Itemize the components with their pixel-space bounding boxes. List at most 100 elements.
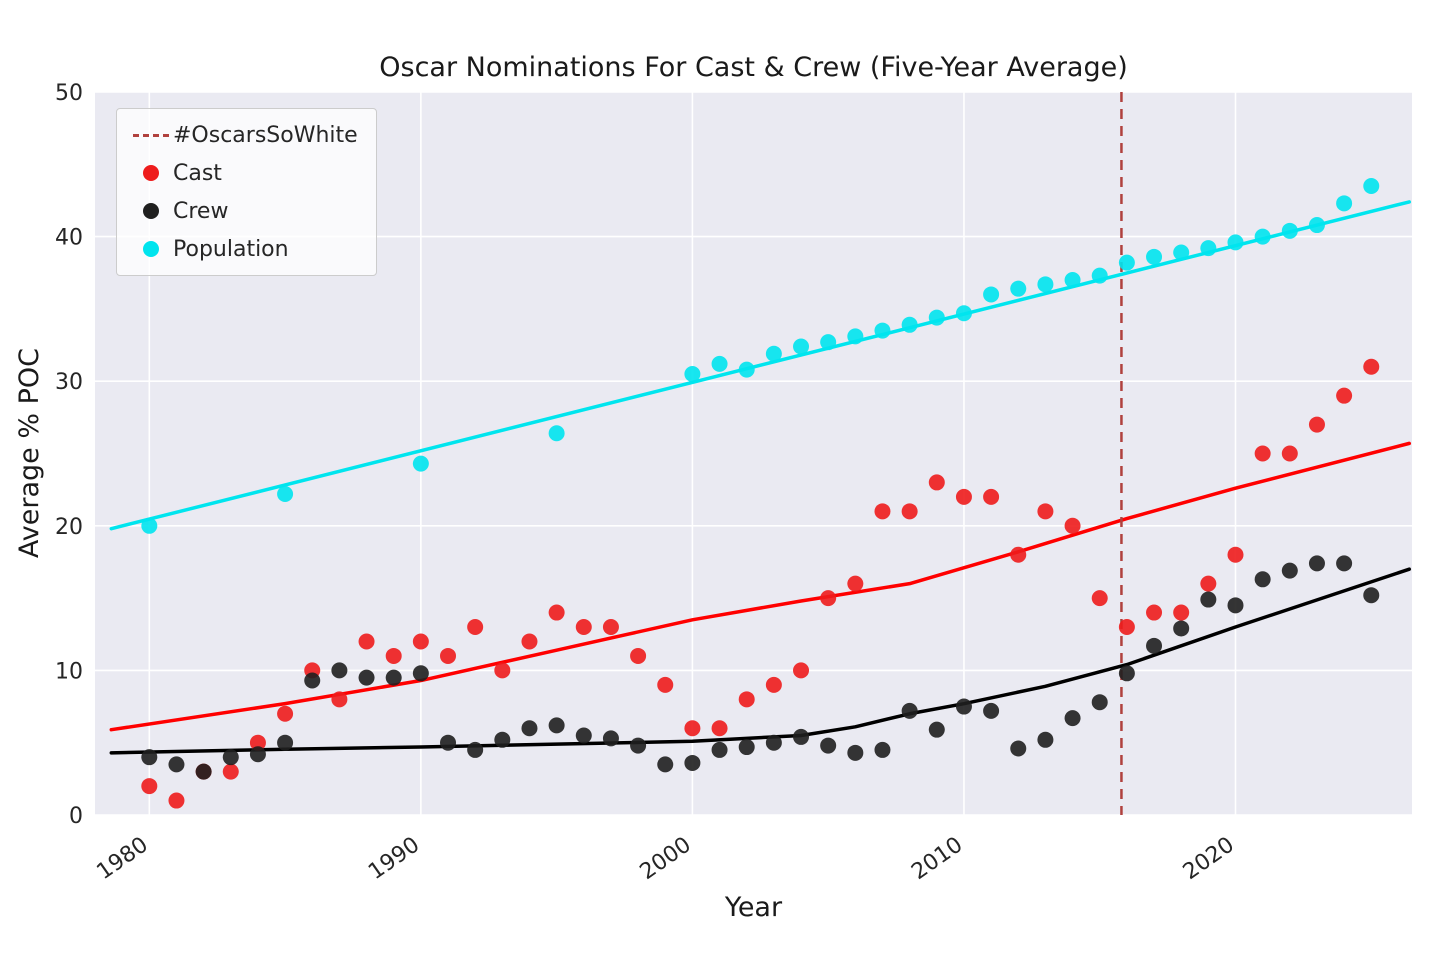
crew-point: [602, 730, 619, 747]
x-tick-label: 1980: [93, 832, 153, 885]
cast-point: [793, 662, 810, 679]
crew-points: [141, 555, 1380, 780]
crew-point: [385, 669, 402, 686]
cast-point: [1146, 604, 1163, 621]
cast-trend-line: [109, 441, 1412, 732]
crew-point: [928, 721, 945, 738]
legend-item-crew: Crew: [129, 195, 358, 227]
cast-point: [1363, 358, 1380, 375]
population-points: [141, 177, 1380, 534]
crew-point: [467, 741, 484, 758]
population-point: [684, 365, 701, 382]
crew-point: [304, 672, 321, 689]
population-point: [1010, 280, 1027, 297]
crew-point: [657, 756, 674, 773]
dot-icon: [143, 165, 159, 181]
legend-item-cast: Cast: [129, 157, 358, 189]
cast-point: [331, 691, 348, 708]
x-tick-label: 2000: [636, 832, 696, 885]
dot-icon: [143, 241, 159, 257]
population-point: [412, 455, 429, 472]
population-point: [955, 305, 972, 322]
population-point: [1146, 248, 1163, 265]
population-point: [1363, 177, 1380, 194]
crew-point: [874, 741, 891, 758]
y-tick-label: 30: [55, 370, 83, 395]
crew-point: [901, 702, 918, 719]
population-point: [901, 316, 918, 333]
legend-marker-box: [129, 203, 173, 219]
crew-trend-line: [109, 567, 1412, 755]
cast-point: [1118, 619, 1135, 636]
x-tick-label: 1990: [364, 832, 424, 885]
gridlines: [95, 91, 1412, 816]
cast-point: [955, 488, 972, 505]
cast-point: [684, 720, 701, 737]
crew-point: [1336, 555, 1353, 572]
legend-marker-box: [129, 165, 173, 181]
legend-item-population: Population: [129, 233, 358, 265]
crew-point: [1281, 562, 1298, 579]
population-point: [1118, 254, 1135, 271]
crew-point: [575, 727, 592, 744]
crew-point: [141, 749, 158, 766]
cast-point: [277, 705, 294, 722]
cast-point: [738, 691, 755, 708]
crew-point: [1146, 637, 1163, 654]
cast-point: [630, 647, 647, 664]
crew-point: [331, 662, 348, 679]
population-point: [983, 286, 1000, 303]
crew-point: [249, 746, 266, 763]
cast-point: [1010, 546, 1027, 563]
cast-point: [521, 633, 538, 650]
cast-point: [874, 503, 891, 520]
crew-point: [521, 720, 538, 737]
crew-point: [1091, 694, 1108, 711]
population-point: [847, 328, 864, 345]
crew-point: [711, 741, 728, 758]
cast-point: [548, 604, 565, 621]
crew-point: [1308, 555, 1325, 572]
population-point: [1037, 276, 1054, 293]
y-axis-label: Average % POC: [13, 348, 45, 559]
population-point: [1091, 267, 1108, 284]
y-tick-label: 0: [69, 804, 83, 829]
x-tick-label: 2010: [907, 832, 967, 885]
crew-point: [494, 731, 511, 748]
cast-point: [1037, 503, 1054, 520]
legend-label: #OscarsSoWhite: [173, 122, 358, 148]
crew-point: [168, 756, 185, 773]
population-point: [1064, 271, 1081, 288]
cast-point: [711, 720, 728, 737]
legend-marker-box: [129, 133, 173, 137]
population-point: [738, 361, 755, 378]
population-point: [1200, 240, 1217, 257]
crew-point: [1200, 591, 1217, 608]
dashed-line-icon: [133, 133, 169, 137]
crew-point: [548, 717, 565, 734]
crew-point: [765, 734, 782, 751]
crew-point: [847, 744, 864, 761]
dot-icon: [143, 203, 159, 219]
population-point: [1227, 234, 1244, 251]
population-point: [1173, 244, 1190, 261]
crew-point: [738, 739, 755, 756]
population-point: [1308, 217, 1325, 234]
cast-point: [440, 647, 457, 664]
cast-point: [1254, 445, 1271, 462]
population-point: [874, 322, 891, 339]
cast-point: [1308, 416, 1325, 433]
population-point: [548, 425, 565, 442]
cast-point: [820, 590, 837, 607]
legend-item-oscarssowhite: #OscarsSoWhite: [129, 119, 358, 151]
cast-point: [222, 763, 239, 780]
cast-points: [141, 358, 1380, 809]
crew-point: [440, 734, 457, 751]
crew-point: [684, 754, 701, 771]
crew-point: [1037, 731, 1054, 748]
population-point: [928, 309, 945, 326]
cast-point: [928, 474, 945, 491]
legend-label: Cast: [173, 160, 222, 186]
legend-marker-box: [129, 241, 173, 257]
